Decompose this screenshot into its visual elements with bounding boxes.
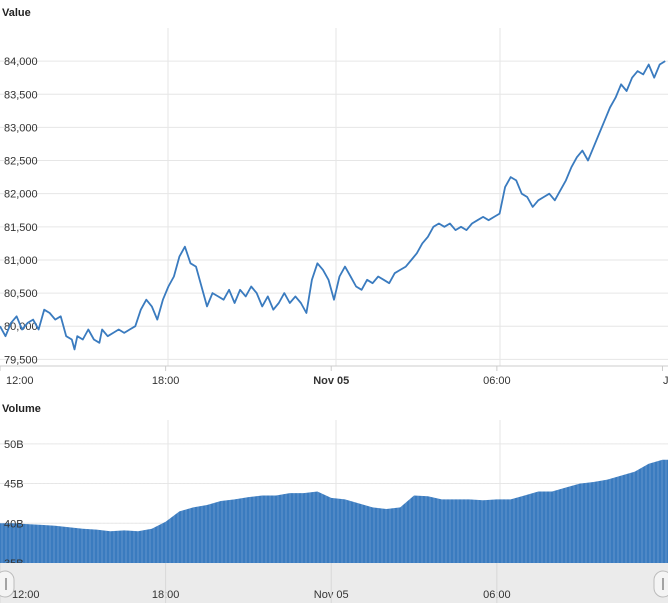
value-y-tick-label: 84,000 xyxy=(4,56,38,68)
navigator-left-handle[interactable] xyxy=(0,570,15,598)
value-gridlines xyxy=(0,28,668,366)
volume-chart-title: Volume xyxy=(2,403,41,415)
volume-series xyxy=(0,420,668,563)
value-y-tick-label: 83,500 xyxy=(4,89,38,101)
volume-y-tick-label: 45B xyxy=(4,479,24,491)
value-y-tick-label: 81,500 xyxy=(4,222,38,234)
range-navigator[interactable]: 12:00 18:00 Nov 05 06:00 xyxy=(0,563,668,603)
volume-area xyxy=(0,459,668,563)
volume-y-axis: 35B40B45B50B xyxy=(4,439,24,570)
value-y-tick-label: 79,500 xyxy=(4,354,38,366)
value-x-tick-label: 06:00 xyxy=(483,375,511,387)
value-series-line xyxy=(0,60,666,351)
value-y-tick-label: 83,000 xyxy=(4,122,38,134)
navigator-x-axis: 12:00 18:00 Nov 05 06:00 xyxy=(0,563,511,603)
value-y-tick-label: 81,000 xyxy=(4,255,38,267)
value-x-tick-label: Nov 05 xyxy=(313,375,349,387)
value-y-tick-label: 80,500 xyxy=(4,288,38,300)
value-y-tick-label: 82,000 xyxy=(4,189,38,201)
navigator-x-tick-label: 12:00 xyxy=(12,589,40,601)
volume-chart: Volume 35B40B45B50B xyxy=(0,403,668,570)
volume-y-tick-label: 50B xyxy=(4,439,24,451)
value-x-axis: 12:00 18:00 Nov 05 06:00 J xyxy=(0,366,668,387)
value-x-tick-label: 12:00 xyxy=(6,375,34,387)
value-y-axis: 79,50080,00080,50081,00081,50082,00082,5… xyxy=(4,56,38,366)
navigator-background xyxy=(0,563,668,603)
value-x-tick-label: J xyxy=(663,375,668,387)
value-x-tick-label: 18:00 xyxy=(152,375,180,387)
value-series xyxy=(0,60,666,351)
value-chart: Value 79,50080,00080,50081,00081,50082,0… xyxy=(0,7,668,387)
value-chart-title: Value xyxy=(2,7,31,19)
value-y-tick-label: 82,500 xyxy=(4,156,38,168)
volume-y-tick-label: 40B xyxy=(4,518,24,530)
navigator-right-handle[interactable] xyxy=(653,570,668,598)
